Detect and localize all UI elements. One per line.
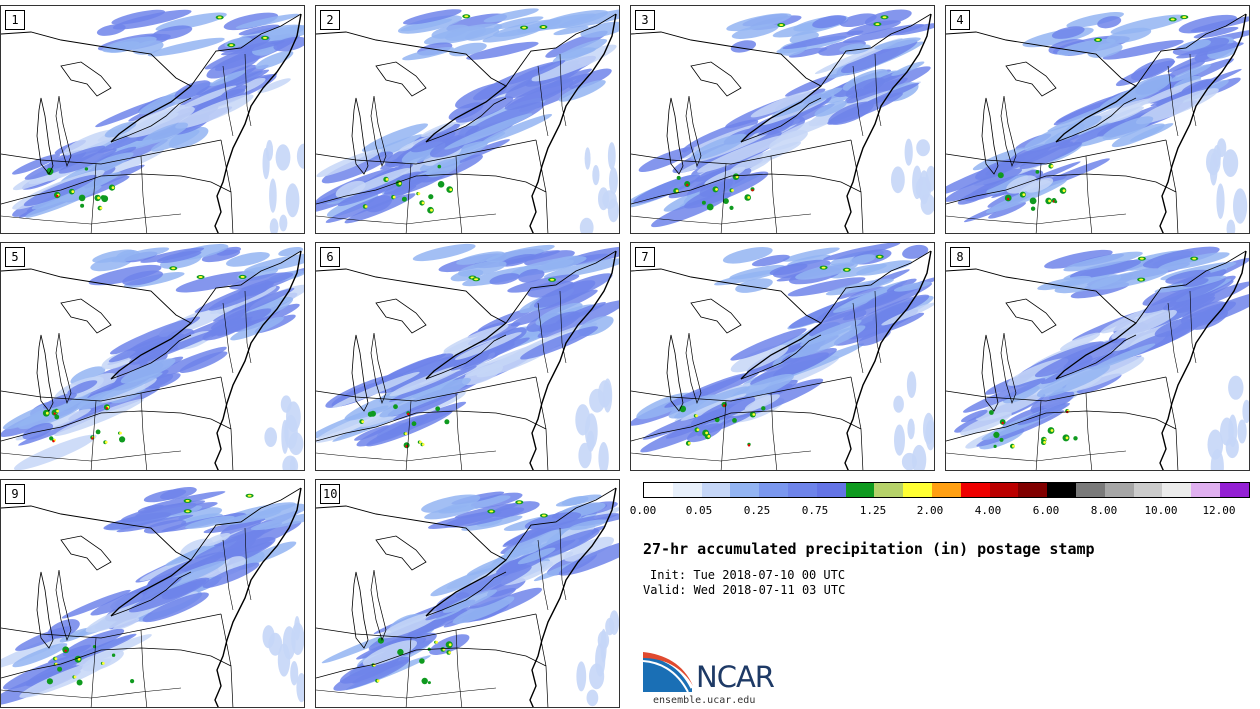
colorbar-segment: [1162, 483, 1192, 497]
colorbar-segment: [874, 483, 904, 497]
member-panel-8[interactable]: 8: [945, 242, 1250, 471]
colorbar-segment: [1104, 483, 1134, 497]
colorbar-segment: [1219, 483, 1249, 497]
member-number: 8: [950, 247, 970, 267]
colorbar-tick-label: 2.00: [916, 504, 944, 517]
member-panel-4[interactable]: 4: [945, 5, 1250, 234]
member-map-10: [316, 487, 619, 707]
ncar-logo-text: NCAR: [696, 660, 775, 694]
colorbar-segment: [1191, 483, 1220, 497]
member-number: 2: [320, 10, 340, 30]
member-number: 9: [5, 484, 25, 504]
member-map-7: [631, 243, 934, 470]
member-number: 6: [320, 247, 340, 267]
page-title: 27-hr accumulated precipitation (in) pos…: [643, 540, 1095, 558]
member-panel-3[interactable]: 3: [630, 5, 935, 234]
colorbar-segment: [903, 483, 932, 497]
colorbar-segment: [1075, 483, 1105, 497]
colorbar-segment: [787, 483, 817, 497]
colorbar-segment: [989, 483, 1019, 497]
member-number: 3: [635, 10, 655, 30]
member-panel-1[interactable]: 1: [0, 5, 305, 234]
member-number: 4: [950, 10, 970, 30]
colorbar-segment: [672, 483, 702, 497]
colorbar-segment: [701, 483, 731, 497]
colorbar-tick-label: 4.00: [974, 504, 1002, 517]
colorbar-tick-label: 6.00: [1032, 504, 1060, 517]
colorbar-segment: [960, 483, 990, 497]
member-map-9: [1, 486, 304, 707]
member-map-4: [946, 12, 1249, 233]
member-map-2: [316, 8, 619, 233]
member-map-8: [946, 246, 1249, 470]
member-map-5: [1, 243, 304, 470]
member-panel-7[interactable]: 7: [630, 242, 935, 471]
precip-colorbar: [643, 482, 1250, 498]
colorbar-tick-label: 0.00: [629, 504, 657, 517]
member-panel-10[interactable]: 10: [315, 479, 620, 708]
colorbar-segment: [1018, 483, 1048, 497]
colorbar-tick-label: 0.75: [801, 504, 829, 517]
member-map-6: [316, 243, 619, 470]
colorbar-segment: [1047, 483, 1076, 497]
ncar-logo-icon: [642, 652, 694, 693]
colorbar-segment: [816, 483, 846, 497]
colorbar-segment: [644, 483, 673, 497]
member-panel-5[interactable]: 5: [0, 242, 305, 471]
colorbar-segment: [1133, 483, 1163, 497]
member-panel-2[interactable]: 2: [315, 5, 620, 234]
member-number: 1: [5, 10, 25, 30]
colorbar-segment: [730, 483, 760, 497]
init-time: Init: Tue 2018-07-10 00 UTC: [650, 568, 846, 582]
member-panel-6[interactable]: 6: [315, 242, 620, 471]
member-map-3: [631, 9, 934, 233]
colorbar-segment: [931, 483, 961, 497]
colorbar-segment: [759, 483, 788, 497]
member-number: 7: [635, 247, 655, 267]
colorbar-tick-label: 12.00: [1202, 504, 1236, 517]
colorbar-tick-label: 0.25: [743, 504, 771, 517]
member-number: 5: [5, 247, 25, 267]
colorbar-segment: [845, 483, 875, 497]
colorbar-tick-label: 0.05: [685, 504, 713, 517]
logo-url: ensemble.ucar.edu: [653, 695, 756, 706]
member-map-1: [1, 9, 304, 233]
valid-time: Valid: Wed 2018-07-11 03 UTC: [643, 583, 846, 597]
member-panel-9[interactable]: 9: [0, 479, 305, 708]
colorbar-tick-label: 1.25: [859, 504, 887, 517]
member-number: 10: [320, 484, 341, 504]
colorbar-tick-label: 10.00: [1144, 504, 1178, 517]
colorbar-tick-label: 8.00: [1090, 504, 1118, 517]
